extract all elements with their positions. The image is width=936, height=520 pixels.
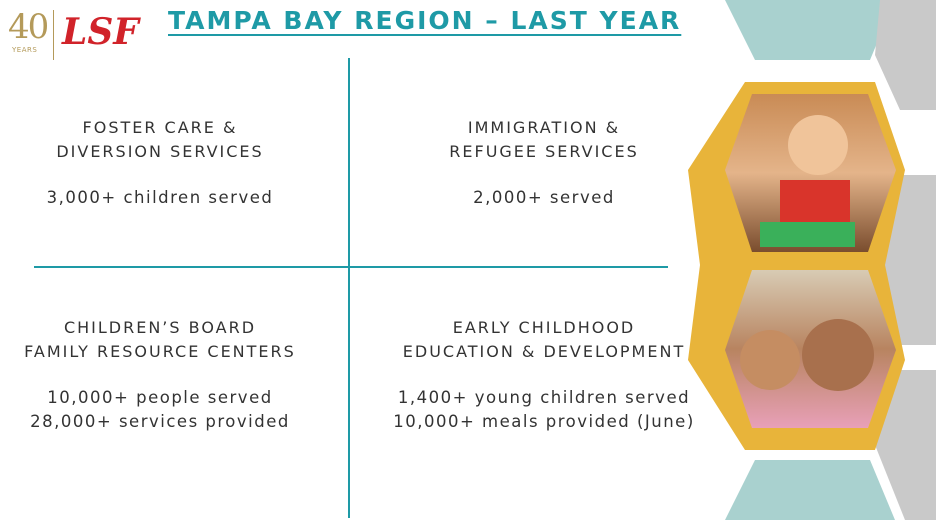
- quadrant-heading-line: EARLY CHILDHOOD: [452, 318, 636, 337]
- lsf-40-years-logo: 40 YEARS LSF: [6, 6, 139, 64]
- quadrant-stat: 1,400+ young children served: [397, 388, 691, 407]
- quadrant-childrens-board: CHILDREN’S BOARD FAMILY RESOURCE CENTERS…: [0, 316, 320, 434]
- quadrant-foster-care: FOSTER CARE & DIVERSION SERVICES 3,000+ …: [0, 116, 320, 210]
- grey-hexagon-top: [875, 0, 936, 110]
- quadrant-heading-line: REFUGEE SERVICES: [449, 142, 639, 161]
- logo-brand-text: LSF: [62, 11, 139, 53]
- quadrant-stat: 2,000+ served: [473, 188, 615, 207]
- hexagon-decoration: [688, 0, 936, 520]
- quadrant-stat: 10,000+ people served: [47, 388, 273, 407]
- quadrant-heading-line: IMMIGRATION &: [467, 118, 621, 137]
- page-title: TAMPA BAY REGION – LAST YEAR: [168, 6, 682, 35]
- logo-anniversary-number: 40: [8, 7, 49, 47]
- toy-number-blocks: [760, 222, 855, 247]
- child-face: [788, 115, 848, 175]
- quadrant-heading-line: CHILDREN’S BOARD: [63, 318, 257, 337]
- quadrant-heading-line: EDUCATION & DEVELOPMENT: [402, 342, 686, 361]
- grey-hexagon-bottom: [875, 370, 936, 520]
- quadrant-early-childhood: EARLY CHILDHOOD EDUCATION & DEVELOPMENT …: [376, 316, 712, 434]
- quadrant-stat: 10,000+ meals provided (June): [393, 412, 695, 431]
- quadrant-heading-line: FAMILY RESOURCE CENTERS: [24, 342, 296, 361]
- logo-years-label: YEARS: [12, 46, 38, 54]
- quadrant-heading-line: DIVERSION SERVICES: [56, 142, 264, 161]
- horizontal-divider: [34, 266, 668, 268]
- child-face-left: [740, 330, 800, 390]
- quadrant-immigration: IMMIGRATION & REFUGEE SERVICES 2,000+ se…: [384, 116, 704, 210]
- teal-hexagon-bottom: [725, 460, 895, 520]
- quadrant-heading-line: FOSTER CARE &: [82, 118, 238, 137]
- child-face-right: [802, 319, 874, 391]
- logo-divider: [53, 10, 54, 60]
- quadrant-stat: 3,000+ children served: [46, 188, 274, 207]
- teal-hexagon-top: [725, 0, 895, 60]
- vertical-divider: [348, 58, 350, 518]
- quadrant-stat: 28,000+ services provided: [30, 412, 290, 431]
